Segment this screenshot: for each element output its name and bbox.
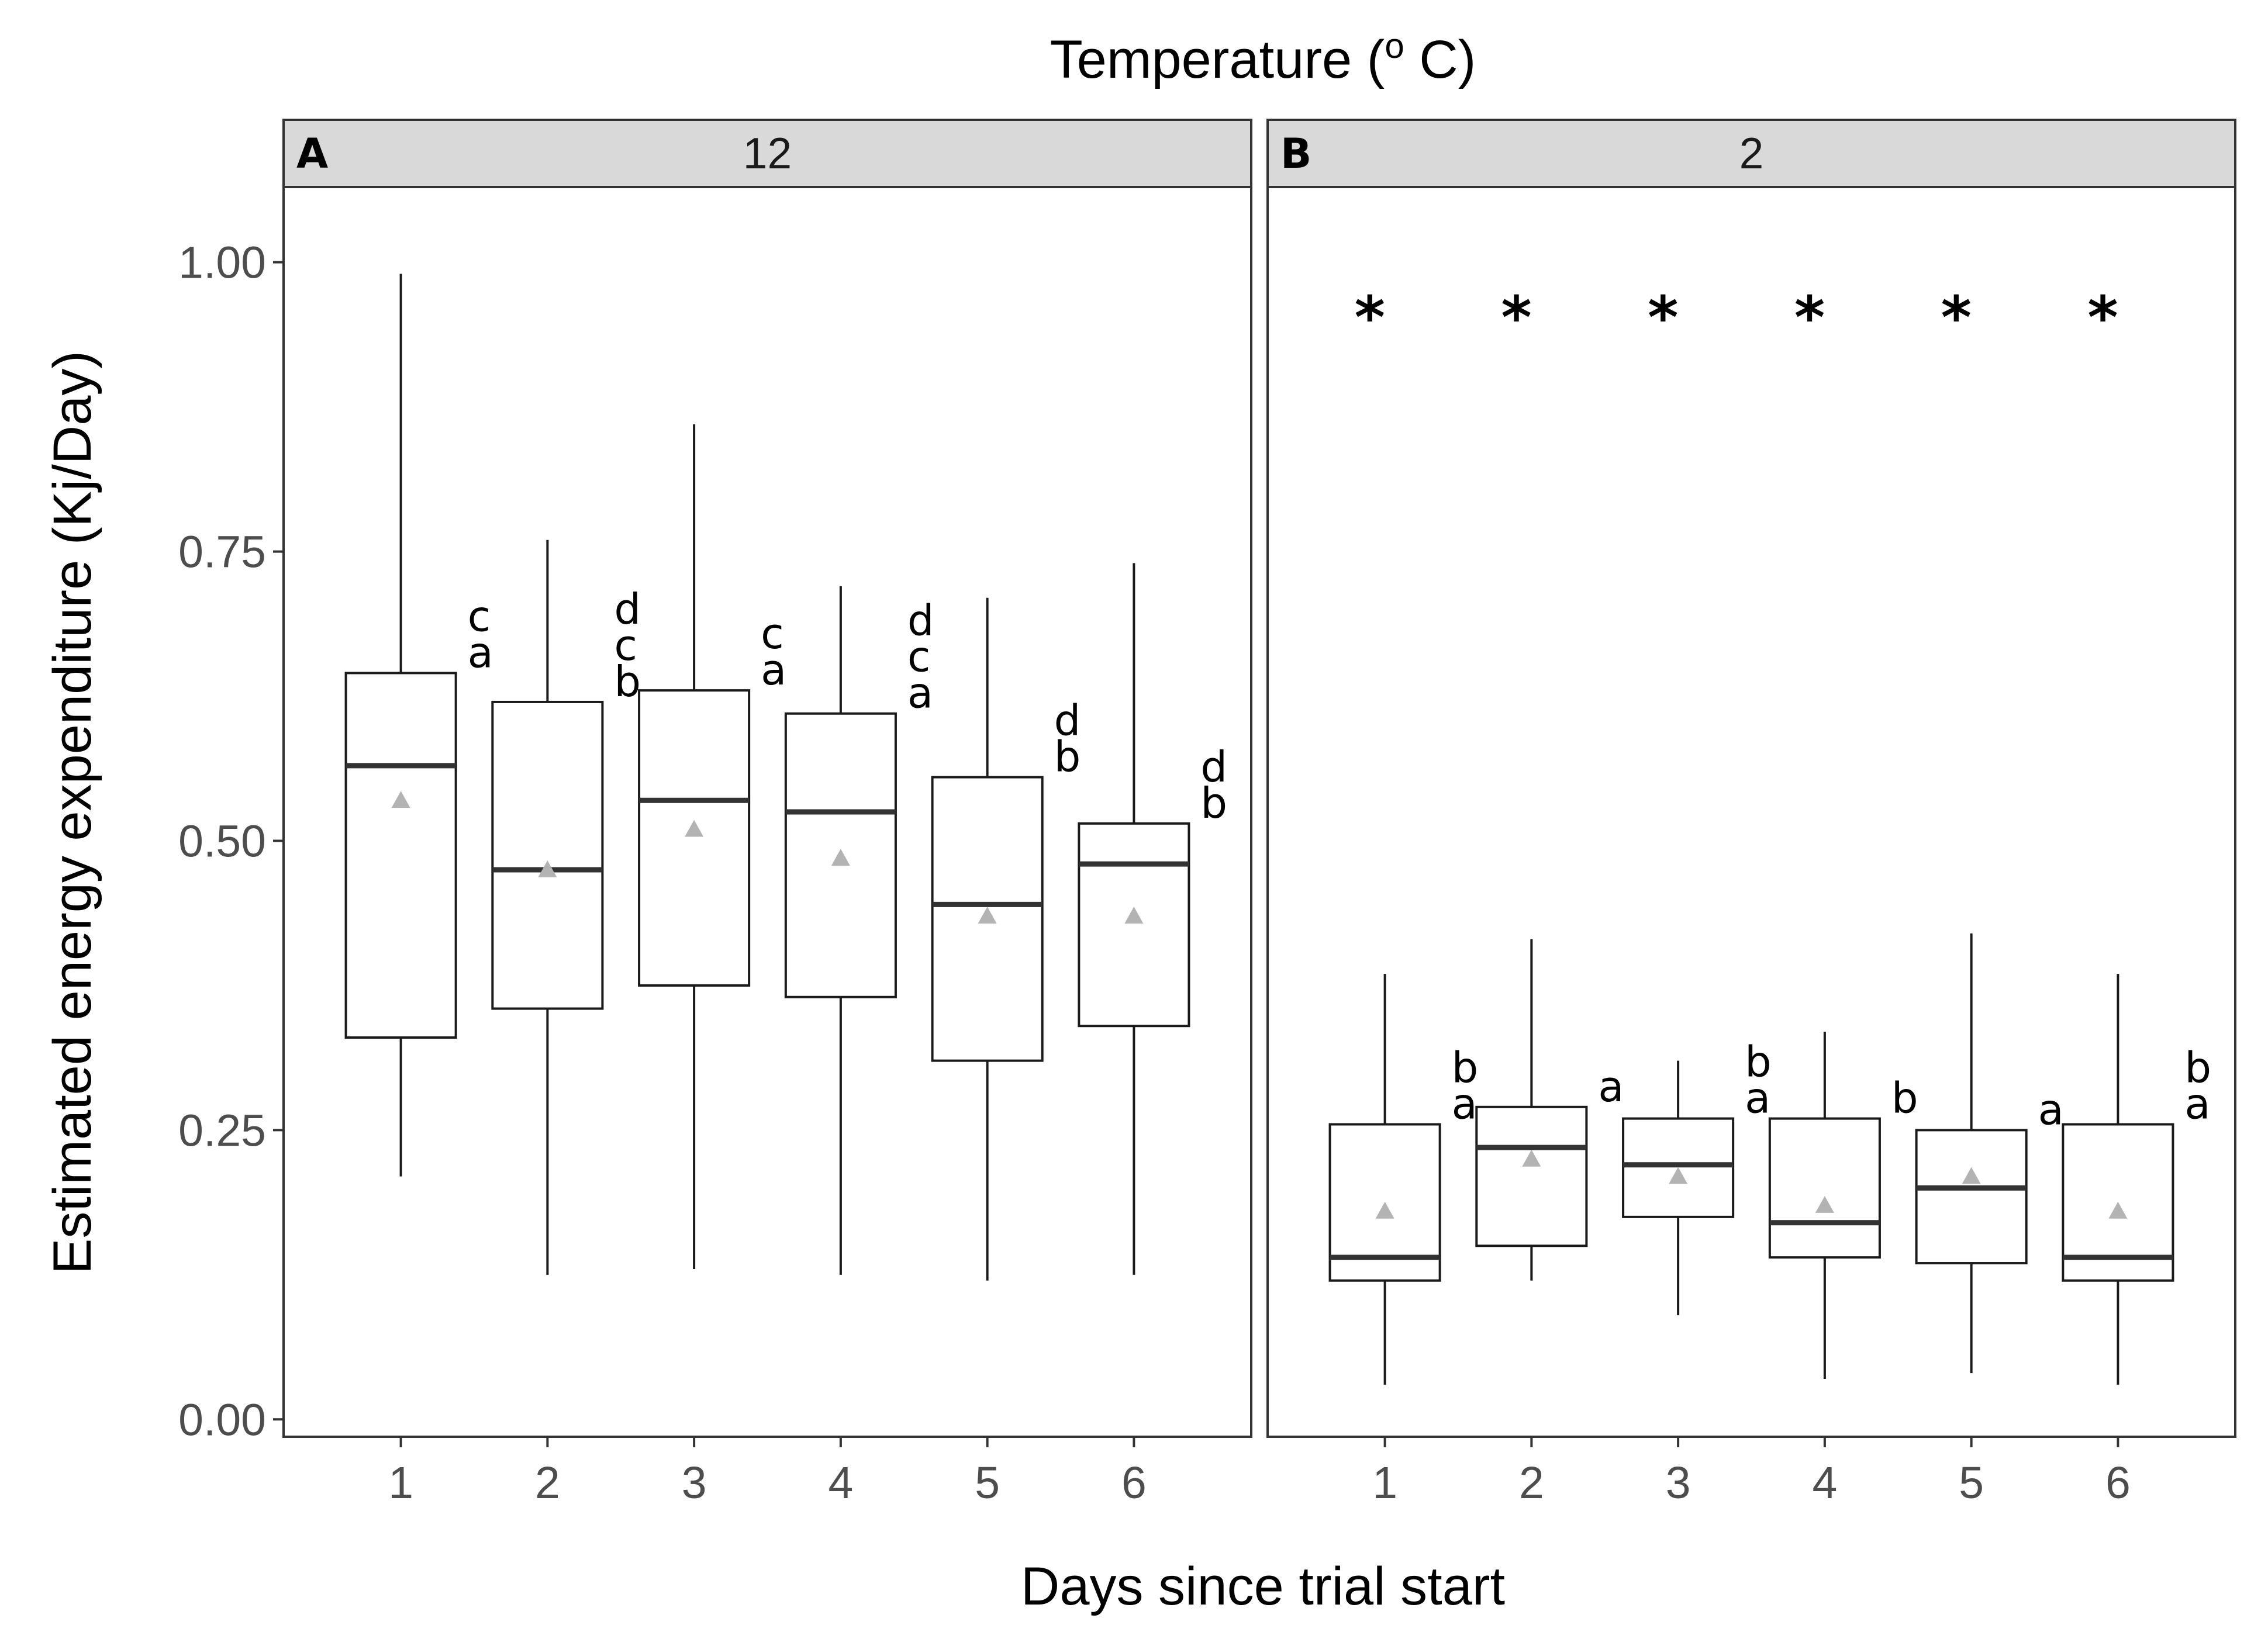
y-tick-label: 1.00 <box>178 238 266 288</box>
box-day-5: a* <box>1915 283 2064 1374</box>
significance-letter: b <box>1054 732 1081 782</box>
significance-letter: a <box>1598 1062 1624 1111</box>
significance-letter: b <box>1200 779 1227 828</box>
iqr-box <box>1078 822 1190 1028</box>
facet-strip <box>282 119 1252 188</box>
facet-strip-label: 2 <box>1739 129 1764 178</box>
iqr-box <box>1768 1117 1881 1259</box>
y-tick-label: 0.00 <box>178 1395 266 1445</box>
facet-strip-label: 12 <box>743 129 792 178</box>
x-tick-label: 3 <box>682 1458 707 1508</box>
mean-marker <box>1669 1167 1688 1184</box>
x-tick-label: 6 <box>2105 1458 2131 1508</box>
significance-letter: a <box>1452 1080 1478 1129</box>
box-day-5: db <box>931 597 1081 1281</box>
significance-letter: b <box>2184 1043 2211 1092</box>
significance-letter: a <box>907 669 933 718</box>
facet-strip <box>1266 119 2236 188</box>
iqr-box <box>491 700 604 1010</box>
box-day-1: ba * <box>1328 283 1479 1385</box>
box-day-3: ca <box>638 424 786 1269</box>
mean-marker <box>391 791 410 808</box>
mean-marker <box>978 907 997 924</box>
y-axis-title: Estimated energy expenditure (Kj/Day) <box>43 351 102 1274</box>
mean-marker <box>2108 1201 2128 1219</box>
x-tick-label: 5 <box>1959 1458 1984 1508</box>
mean-marker <box>1962 1167 1981 1184</box>
facet-panel-b: 2B1 2 3 4 5 6ba*a*ba*b*a*ba* <box>1266 119 2236 1508</box>
x-tick-label: 2 <box>1519 1458 1544 1508</box>
significance-letter: a <box>468 628 493 677</box>
panel-tag: A <box>296 130 328 178</box>
significance-letter: c <box>907 632 931 682</box>
mean-marker <box>1375 1201 1394 1219</box>
significance-letter: c <box>468 592 491 641</box>
significance-letter: b <box>1745 1038 1772 1087</box>
significance-asterisk: * <box>2087 283 2118 352</box>
iqr-box <box>1475 1105 1588 1247</box>
significance-letter: a <box>2184 1080 2210 1129</box>
x-tick-label: 6 <box>1121 1458 1147 1508</box>
mean-marker <box>538 860 557 877</box>
chart-title: Temperature (o C) <box>1050 26 1476 89</box>
box-day-1: ca <box>344 274 493 1177</box>
x-tick-label: 3 <box>1666 1458 1691 1508</box>
box-day-4: b* <box>1768 283 1918 1379</box>
box-day-6: db <box>1078 563 1227 1275</box>
box-day-4: dca <box>784 586 934 1275</box>
mean-marker <box>1124 907 1144 924</box>
box-day-2: a* <box>1475 283 1624 1281</box>
y-tick-label: 0.50 <box>178 816 266 866</box>
significance-letter: c <box>614 621 637 670</box>
x-tick-label: 4 <box>1812 1458 1837 1508</box>
significance-letter: b <box>1452 1043 1479 1092</box>
iqr-box <box>638 689 751 987</box>
significance-letter: d <box>1200 742 1227 791</box>
x-tick-label: 5 <box>975 1458 1000 1508</box>
significance-letter: d <box>907 596 934 645</box>
chart-title-suffix: C) <box>1404 30 1476 89</box>
box-day-2: dcb <box>491 540 641 1275</box>
y-tick-label: 0.75 <box>178 527 266 578</box>
significance-letter: a <box>2038 1085 2064 1134</box>
mean-marker <box>831 849 850 866</box>
significance-letter: b <box>614 657 641 706</box>
iqr-box <box>344 672 457 1039</box>
x-tick-label: 2 <box>535 1458 560 1508</box>
mean-marker <box>1815 1196 1834 1213</box>
significance-asterisk: * <box>1794 283 1825 352</box>
significance-letter: d <box>1054 696 1081 745</box>
significance-asterisk: * <box>1501 283 1531 352</box>
significance-asterisk: * <box>1941 283 1972 352</box>
mean-marker <box>1522 1149 1541 1167</box>
y-tick-label: 0.25 <box>178 1105 266 1156</box>
box-day-3: ba * <box>1622 283 1772 1316</box>
significance-letter: b <box>1891 1074 1918 1123</box>
panel-tag: B <box>1280 130 1311 178</box>
chart-title-degree: o <box>1385 26 1404 65</box>
x-axis-title: Days since trial start <box>1021 1557 1505 1616</box>
significance-letter: a <box>761 645 786 694</box>
x-tick-label: 1 <box>388 1458 413 1508</box>
iqr-box <box>1915 1129 2028 1265</box>
x-tick-label: 1 <box>1372 1458 1397 1508</box>
significance-letter: c <box>761 609 784 658</box>
significance-letter: d <box>614 585 641 634</box>
box-day-6: ba * <box>2062 283 2211 1385</box>
significance-asterisk: * <box>1355 283 1385 352</box>
y-axis: 0.00 0.25 0.50 0.75 1.00 <box>178 238 284 1445</box>
chart-title-prefix: Temperature ( <box>1050 30 1385 89</box>
significance-asterisk: * <box>1648 283 1678 352</box>
significance-letter: a <box>1745 1074 1770 1123</box>
x-tick-label: 4 <box>828 1458 853 1508</box>
mean-marker <box>685 820 704 837</box>
